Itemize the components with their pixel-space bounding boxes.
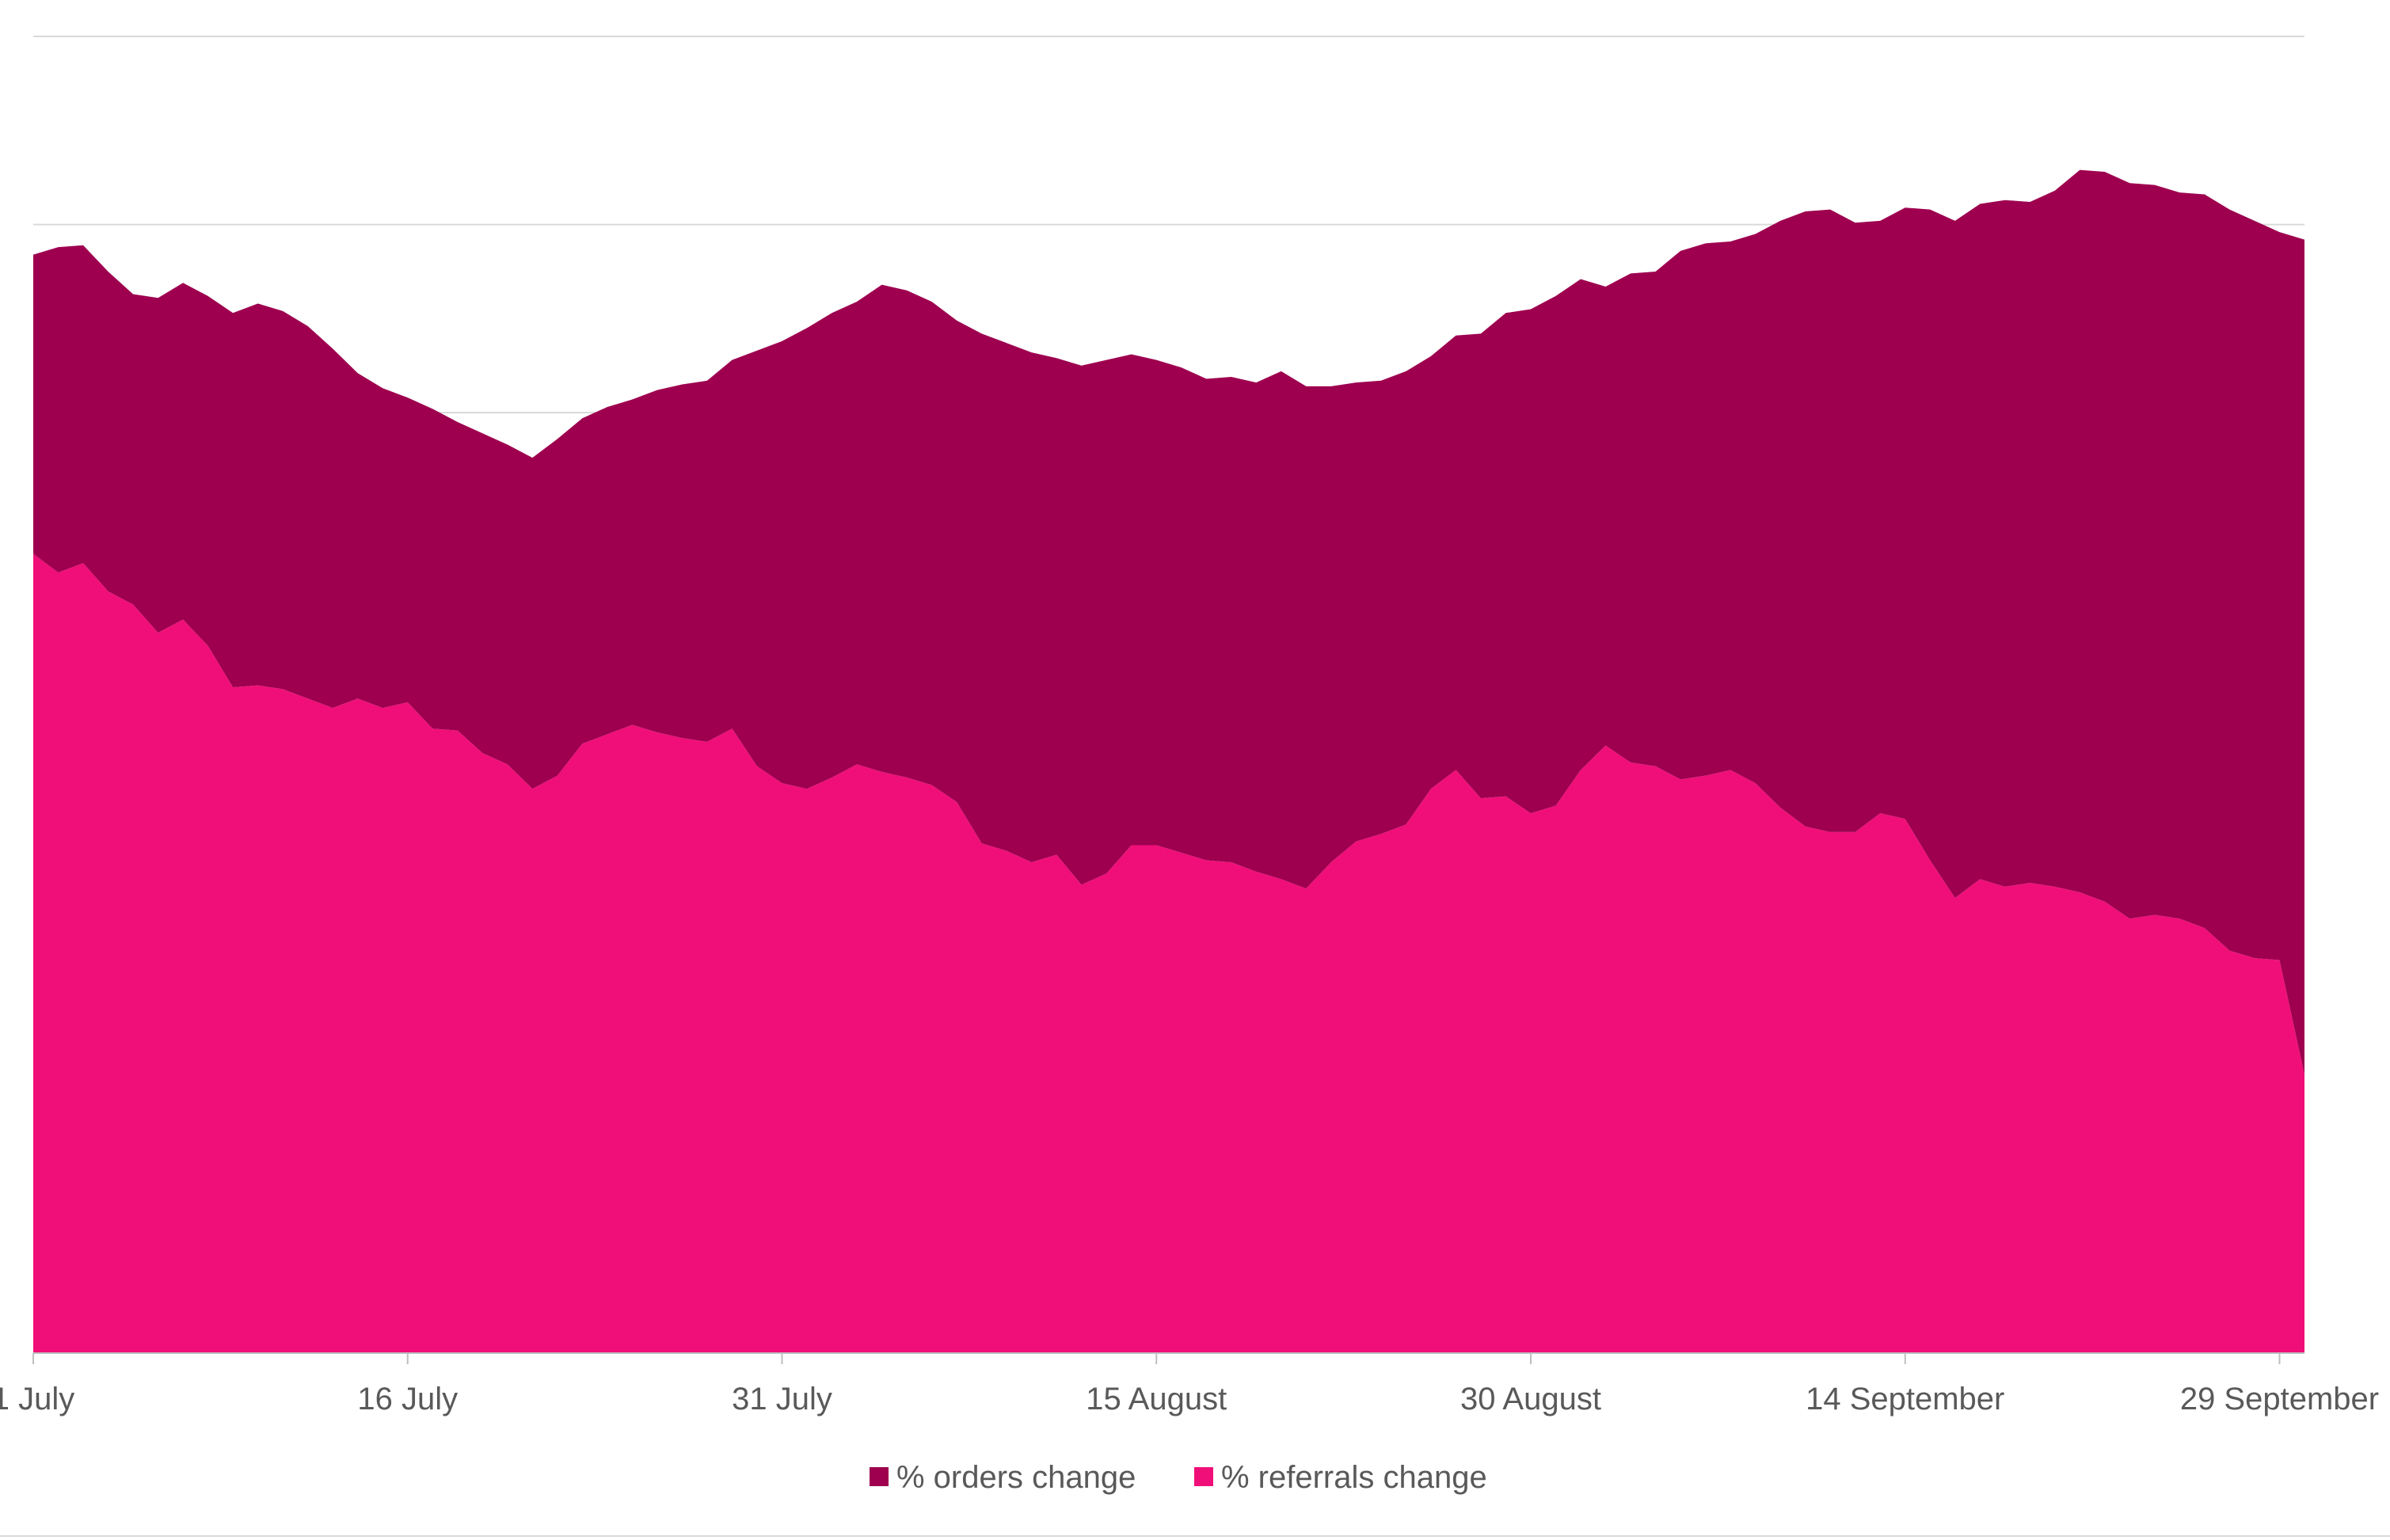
x-tick-label: 1 July xyxy=(0,1382,74,1416)
legend-label: % orders change xyxy=(896,1460,1136,1495)
legend-swatch xyxy=(870,1467,889,1486)
x-tick-label: 29 September xyxy=(2180,1382,2379,1416)
x-axis: 1 July 16 July 31 July 15 August 30 August 14… xyxy=(0,1352,2379,1416)
x-tick-label: 15 August xyxy=(1086,1382,1227,1416)
x-tick-label: 31 July xyxy=(732,1382,832,1416)
legend-label: % referrals change xyxy=(1221,1460,1487,1495)
area-series xyxy=(33,169,2304,1075)
x-tick-label: 16 July xyxy=(357,1382,458,1416)
x-tick-label: 14 September xyxy=(1806,1382,2004,1416)
plot-areas xyxy=(33,169,2304,1353)
legend: % orders change % referrals change xyxy=(870,1460,1487,1495)
legend-swatch xyxy=(1194,1467,1213,1486)
area-series xyxy=(33,553,2304,1353)
x-tick-label: 30 August xyxy=(1460,1382,1601,1416)
